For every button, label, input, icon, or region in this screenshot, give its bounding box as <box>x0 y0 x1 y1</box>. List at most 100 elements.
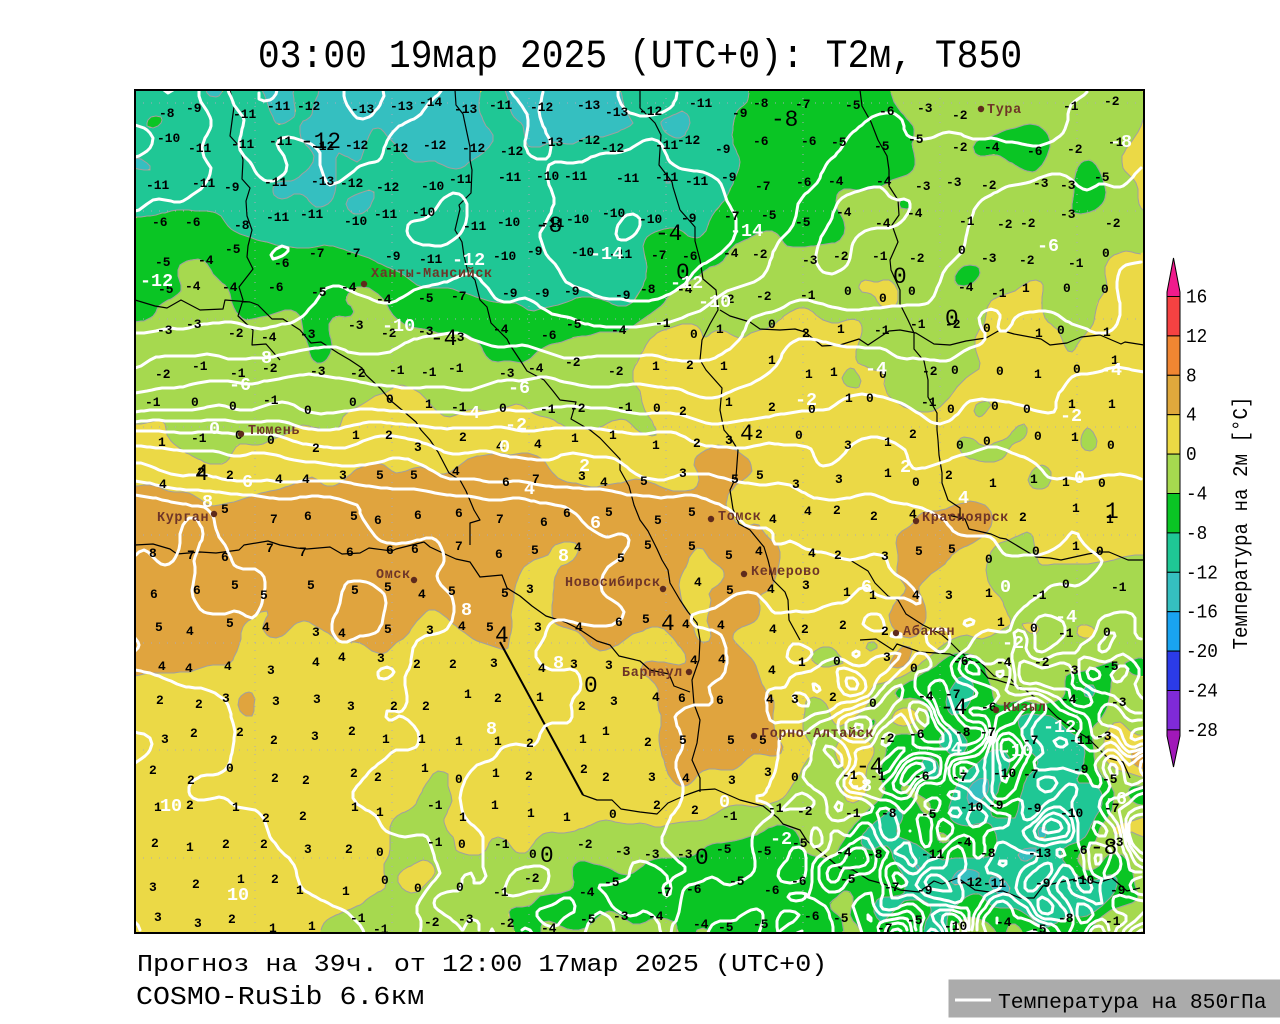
svg-text:4: 4 <box>338 626 346 641</box>
svg-text:4: 4 <box>958 488 969 509</box>
svg-text:-7: -7 <box>1023 733 1038 748</box>
svg-text:3: 3 <box>835 472 843 487</box>
svg-text:4: 4 <box>755 544 763 559</box>
svg-text:-2: -2 <box>499 916 514 931</box>
svg-text:1: 1 <box>1111 353 1119 368</box>
svg-text:4: 4 <box>195 461 209 487</box>
svg-text:5: 5 <box>642 612 650 627</box>
svg-text:-12: -12 <box>500 144 523 159</box>
svg-text:-5: -5 <box>418 291 434 306</box>
svg-text:-12: -12 <box>345 138 368 153</box>
svg-text:-1: -1 <box>1108 135 1124 150</box>
svg-text:-1: -1 <box>540 402 556 417</box>
svg-text:-6: -6 <box>1037 236 1059 257</box>
svg-text:2: 2 <box>374 770 382 785</box>
svg-text:2: 2 <box>829 690 837 705</box>
svg-text:3: 3 <box>267 663 275 678</box>
svg-text:-2: -2 <box>1020 216 1035 231</box>
svg-text:1: 1 <box>425 397 433 412</box>
svg-text:-13: -13 <box>605 105 628 120</box>
svg-text:4: 4 <box>718 652 726 667</box>
svg-text:3: 3 <box>347 699 355 714</box>
svg-text:2: 2 <box>197 465 205 480</box>
svg-text:4: 4 <box>909 507 917 522</box>
svg-text:2: 2 <box>190 726 198 741</box>
svg-text:-10: -10 <box>493 249 516 264</box>
svg-text:0: 0 <box>956 438 964 453</box>
svg-text:Горно-Алтайск: Горно-Алтайск <box>761 727 874 742</box>
svg-text:-10: -10 <box>571 245 594 260</box>
svg-text:1: 1 <box>351 800 359 815</box>
svg-text:5: 5 <box>351 583 359 598</box>
svg-text:-9: -9 <box>186 101 201 116</box>
svg-text:4: 4 <box>312 655 320 670</box>
svg-text:-9: -9 <box>1035 876 1050 891</box>
svg-text:0: 0 <box>458 837 466 852</box>
svg-text:0: 0 <box>229 399 237 414</box>
svg-text:2: 2 <box>262 811 270 826</box>
svg-text:3: 3 <box>728 773 736 788</box>
svg-text:-7: -7 <box>795 97 810 112</box>
svg-text:3: 3 <box>161 732 169 747</box>
svg-text:4: 4 <box>769 622 777 637</box>
svg-text:4: 4 <box>767 582 775 597</box>
svg-text:4: 4 <box>600 475 608 490</box>
svg-text:-4: -4 <box>996 655 1012 670</box>
svg-text:-11: -11 <box>489 98 512 113</box>
svg-text:-3: -3 <box>615 844 631 859</box>
svg-text:-9: -9 <box>224 180 239 195</box>
svg-text:-1: -1 <box>1068 256 1084 271</box>
svg-text:-1: -1 <box>421 365 437 380</box>
svg-text:-2: -2 <box>505 415 527 436</box>
svg-text:-9: -9 <box>564 284 579 299</box>
svg-text:0: 0 <box>376 845 384 860</box>
svg-text:-5: -5 <box>604 875 620 890</box>
svg-text:-3: -3 <box>458 912 474 927</box>
svg-text:-2: -2 <box>997 217 1012 232</box>
svg-text:0: 0 <box>267 433 275 448</box>
svg-text:-2: -2 <box>1002 633 1024 654</box>
svg-text:Новосибирск: Новосибирск <box>565 575 661 591</box>
svg-text:3: 3 <box>194 916 202 931</box>
svg-text:-7: -7 <box>945 687 960 702</box>
svg-text:0: 0 <box>719 792 730 813</box>
svg-text:3: 3 <box>526 582 534 597</box>
svg-text:1: 1 <box>989 476 997 491</box>
svg-text:1: 1 <box>1108 397 1116 412</box>
svg-text:2: 2 <box>302 773 310 788</box>
svg-text:0: 0 <box>983 434 991 449</box>
svg-text:-6: -6 <box>804 909 820 924</box>
svg-text:2: 2 <box>653 798 661 813</box>
svg-text:-4: -4 <box>1055 607 1077 628</box>
svg-text:1: 1 <box>602 724 610 739</box>
svg-text:8: 8 <box>461 600 472 621</box>
svg-text:Омск: Омск <box>376 568 411 583</box>
svg-text:7: 7 <box>187 548 195 563</box>
svg-text:-1: -1 <box>845 806 861 821</box>
svg-text:2: 2 <box>801 622 809 637</box>
svg-text:0: 0 <box>1098 476 1106 491</box>
svg-text:0: 0 <box>879 291 887 306</box>
svg-text:4: 4 <box>1186 405 1197 427</box>
svg-text:4: 4 <box>302 472 310 487</box>
svg-text:0: 0 <box>866 391 874 406</box>
svg-text:-4: -4 <box>648 909 664 924</box>
svg-text:2: 2 <box>222 837 230 852</box>
svg-text:0: 0 <box>1032 544 1040 559</box>
svg-text:-5: -5 <box>840 872 856 887</box>
svg-text:8: 8 <box>1186 366 1197 388</box>
svg-text:-5: -5 <box>753 917 769 932</box>
svg-text:-12: -12 <box>1043 717 1076 738</box>
svg-text:-3: -3 <box>348 318 364 333</box>
svg-text:-1: -1 <box>1058 626 1074 641</box>
svg-text:1: 1 <box>1034 367 1042 382</box>
svg-text:3: 3 <box>802 578 810 593</box>
svg-text:6: 6 <box>346 545 354 560</box>
svg-text:3: 3 <box>377 651 385 666</box>
svg-text:1: 1 <box>571 431 579 446</box>
svg-text:-2: -2 <box>1105 216 1120 231</box>
svg-text:-13: -13 <box>540 135 563 150</box>
svg-text:3: 3 <box>149 880 157 895</box>
svg-text:-4: -4 <box>836 845 852 860</box>
svg-text:2: 2 <box>422 699 430 714</box>
